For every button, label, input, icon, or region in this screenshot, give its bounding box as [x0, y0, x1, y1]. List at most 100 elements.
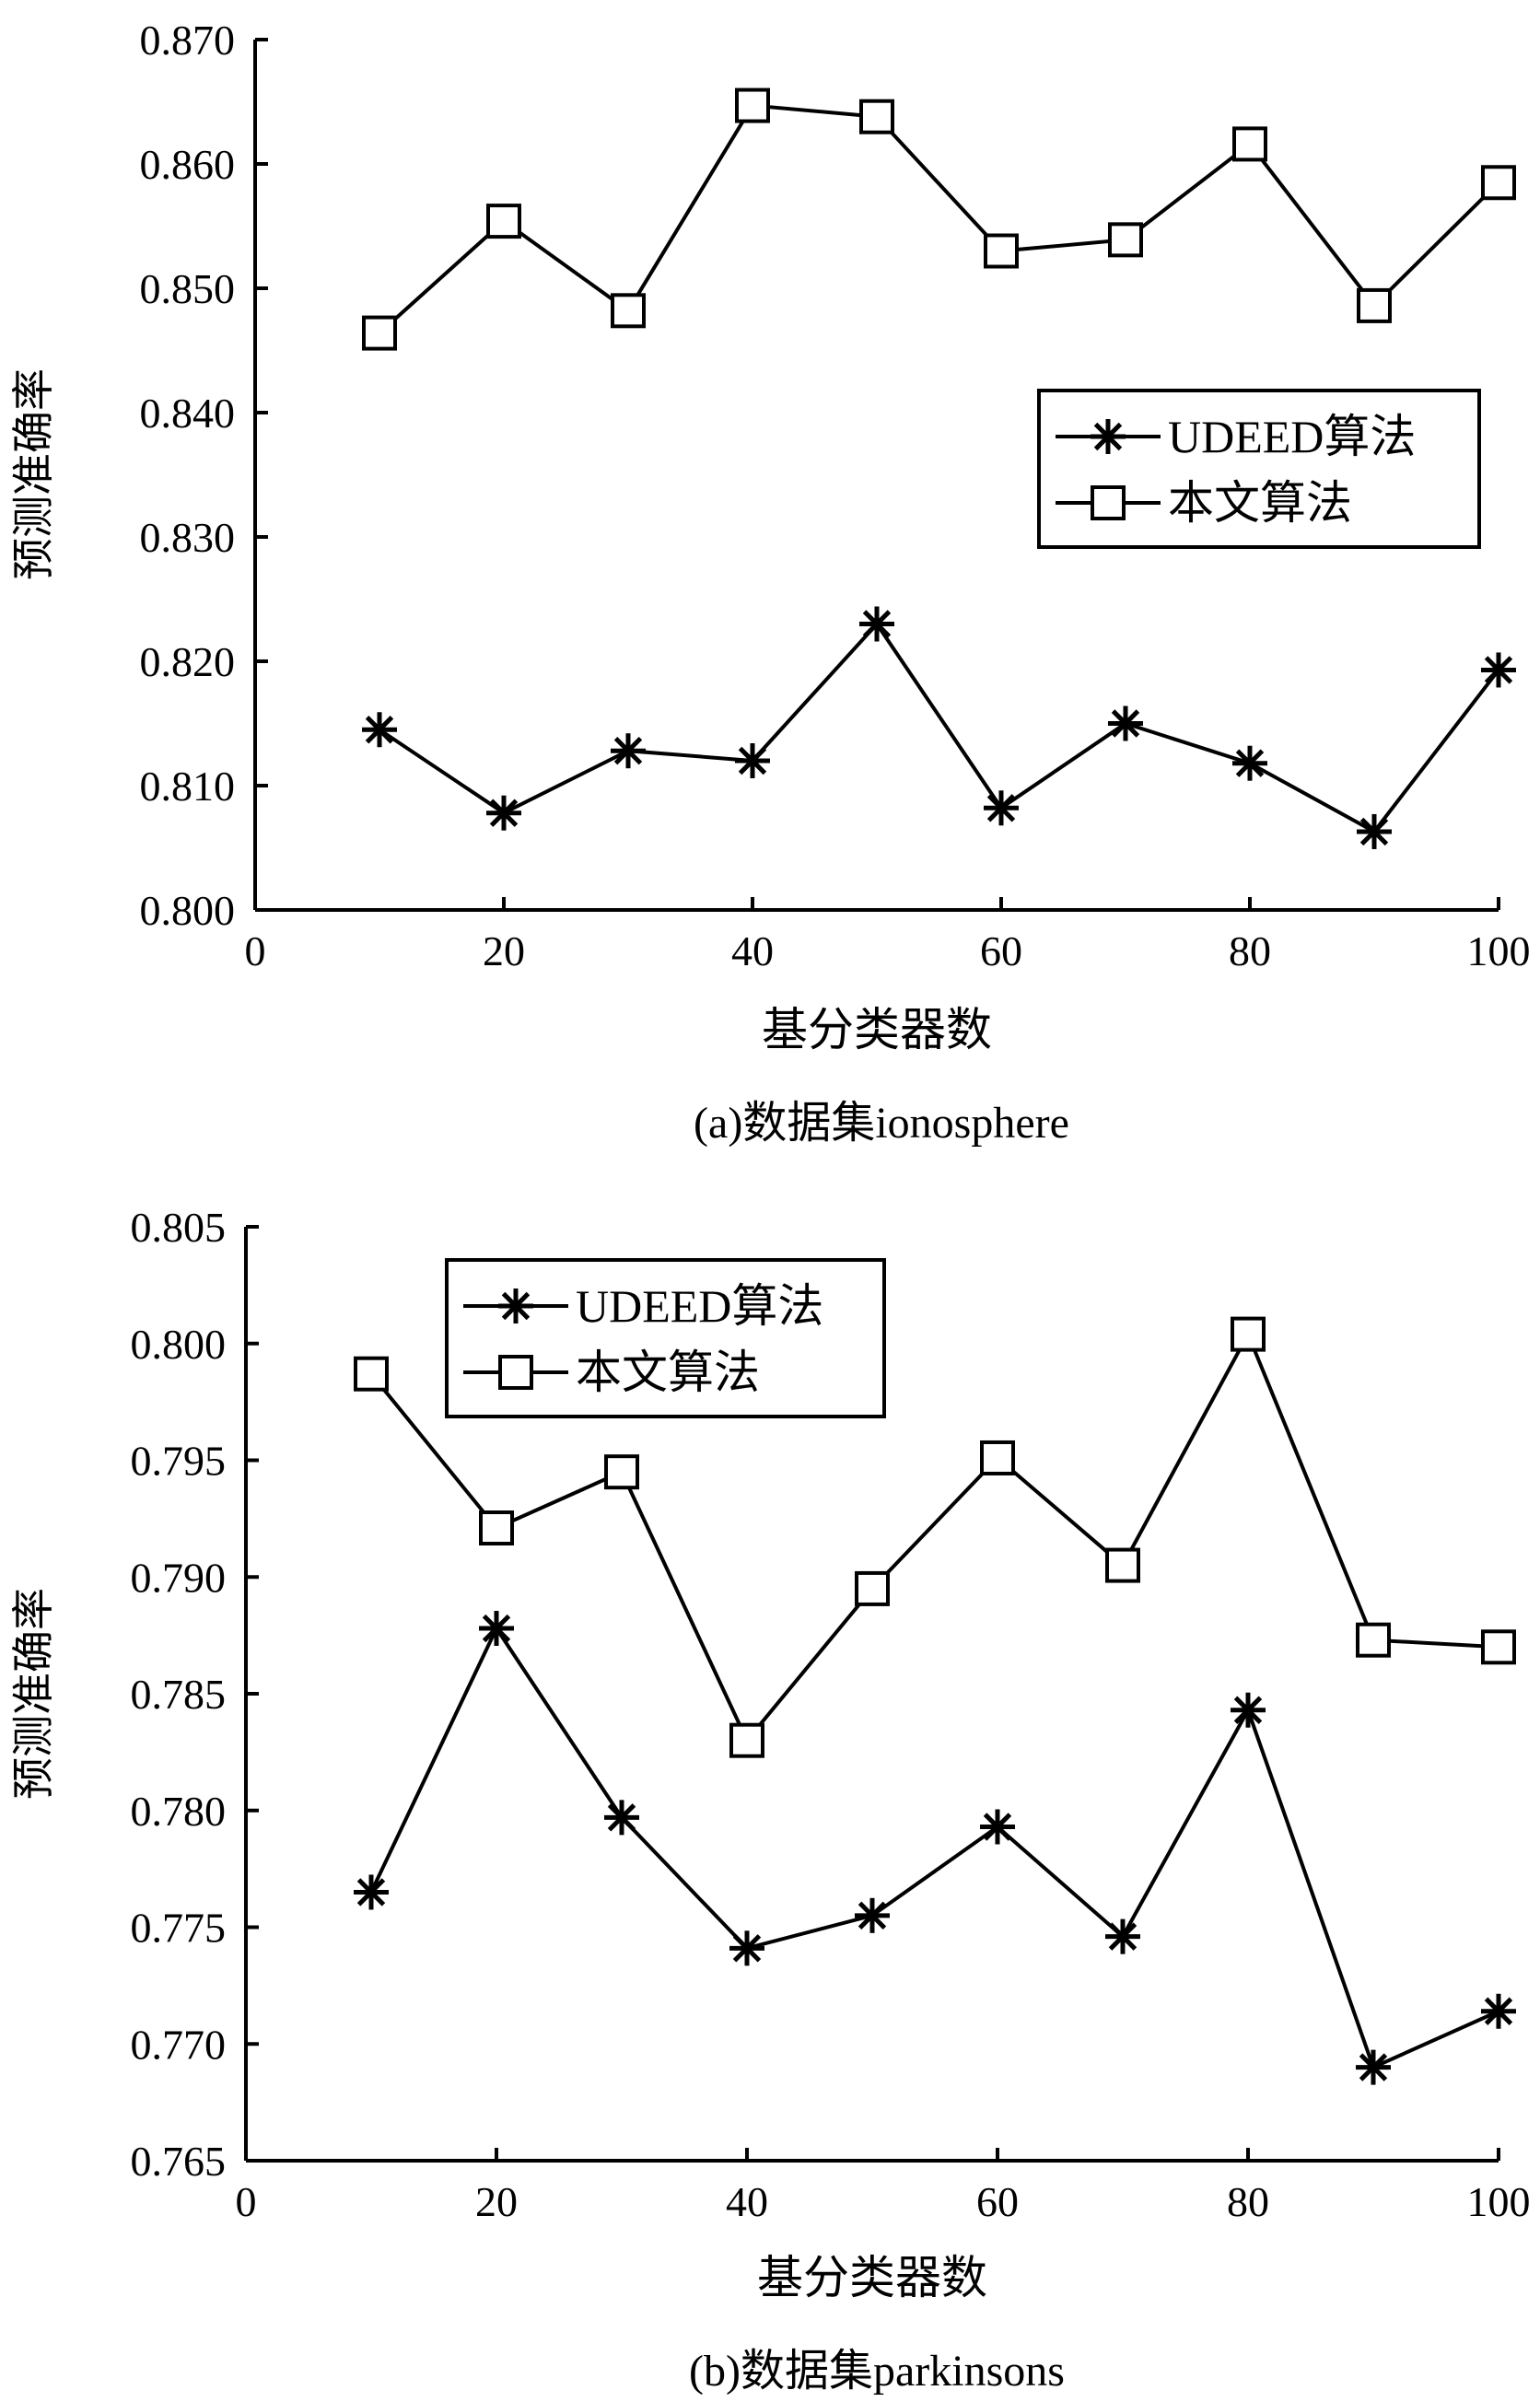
data-point-asterisk	[1105, 1918, 1140, 1954]
legend-marker-square	[498, 1355, 533, 1390]
data-point-square	[604, 1454, 639, 1490]
data-point-asterisk	[1232, 745, 1267, 781]
data-point-asterisk-stroke	[356, 1878, 386, 1906]
data-point-asterisk-stroke	[1484, 1997, 1513, 2025]
data-point-square	[1481, 165, 1516, 201]
data-point-asterisk-stroke	[1111, 709, 1140, 738]
data-point-asterisk-stroke	[1484, 656, 1513, 684]
data-point-asterisk	[362, 712, 397, 748]
data-point-asterisk	[1108, 705, 1143, 741]
data-point-square	[611, 293, 646, 329]
data-point-square	[1105, 1547, 1140, 1583]
data-point-asterisk	[984, 790, 1019, 826]
x-tick-label: 100	[1467, 927, 1531, 974]
x-tick-label: 80	[1229, 927, 1271, 974]
y-tick-label: 0.795	[131, 1438, 227, 1485]
x-tick-label: 20	[483, 927, 525, 974]
legend-label: 本文算法	[576, 1347, 760, 1398]
y-axis-label: 预测准确率	[10, 368, 57, 580]
data-point-asterisk-stroke	[482, 1614, 511, 1643]
data-point-asterisk-stroke	[738, 746, 767, 775]
legend-item: 本文算法	[1056, 477, 1352, 529]
legend-label: UDEED算法	[576, 1280, 823, 1332]
x-tick-label: 0	[236, 2178, 257, 2225]
series-proposed	[354, 1316, 1516, 1758]
data-point-asterisk-stroke	[1233, 1696, 1263, 1724]
series-udeed	[354, 1611, 1516, 2085]
x-tick-label: 60	[976, 2178, 1019, 2225]
data-point-square	[729, 1722, 764, 1758]
data-point-asterisk-stroke	[1359, 817, 1389, 846]
y-tick-label: 0.840	[140, 390, 236, 437]
data-point-square	[1357, 287, 1392, 323]
data-point-asterisk-stroke	[732, 1934, 762, 1963]
data-point-asterisk-stroke	[1108, 1922, 1138, 1951]
data-point-asterisk-stroke	[862, 610, 892, 638]
series-line	[378, 103, 1500, 335]
data-point-square	[980, 1440, 1015, 1475]
data-point-square	[859, 99, 894, 134]
data-point-square	[855, 1570, 890, 1606]
data-point-square	[1108, 222, 1143, 258]
y-tick-label: 0.820	[140, 638, 236, 685]
legend-marker-square	[1091, 485, 1126, 520]
x-tick-label: 60	[980, 927, 1022, 974]
series-proposed	[362, 87, 1516, 351]
data-point-square	[984, 233, 1019, 269]
legend-marker-asterisk	[498, 1288, 533, 1323]
data-point-asterisk	[611, 733, 646, 769]
x-tick-label: 40	[726, 2178, 768, 2225]
data-point-square	[735, 87, 770, 123]
y-tick-label: 0.785	[131, 1671, 227, 1718]
chart-caption: (a)数据集ionosphere	[694, 1099, 1069, 1148]
y-tick-label: 0.800	[131, 1321, 227, 1368]
data-point-asterisk	[1357, 813, 1392, 849]
data-point-square	[354, 1356, 389, 1392]
legend-label: 本文算法	[1168, 477, 1352, 529]
y-tick-label: 0.850	[140, 265, 236, 312]
data-point-square	[1232, 126, 1267, 162]
legend-item: UDEED算法	[463, 1280, 823, 1332]
data-point-asterisk	[1356, 2049, 1391, 2085]
series-line	[378, 621, 1500, 834]
data-point-square	[479, 1510, 514, 1546]
data-point-asterisk-stroke	[858, 1901, 887, 1930]
x-tick-label: 40	[731, 927, 774, 974]
y-tick-label: 0.830	[140, 514, 236, 561]
x-tick-label: 20	[475, 2178, 518, 2225]
series-line	[369, 1624, 1499, 2070]
data-point-square	[1356, 1622, 1391, 1658]
x-tick-label: 0	[245, 927, 266, 974]
chart-a: 0.800 0.810 0.820 0.830 0.840 0.850 0.860 0.870…	[10, 17, 1531, 1148]
series-line	[369, 1329, 1499, 1744]
data-point-square	[486, 204, 521, 239]
y-tick-label: 0.870	[140, 17, 236, 64]
data-point-asterisk-stroke	[1235, 749, 1265, 777]
y-axis-label: 预测准确率	[10, 1588, 57, 1800]
legend-item: 本文算法	[463, 1347, 760, 1398]
y-tick-label: 0.770	[131, 2021, 227, 2068]
x-tick-label: 100	[1467, 2178, 1531, 2225]
data-point-asterisk-stroke	[365, 716, 394, 744]
data-point-asterisk-stroke	[1359, 2053, 1388, 2081]
data-point-square	[1231, 1316, 1266, 1352]
data-point-asterisk	[855, 1897, 890, 1933]
x-axis-label: 基分类器数	[757, 2252, 987, 2303]
chart-b: 0.765 0.770 0.775 0.780 0.785 0.790 0.795 0.800…	[10, 1204, 1531, 2396]
data-point-asterisk	[486, 795, 521, 831]
legend-marker-asterisk	[1091, 419, 1126, 454]
y-tick-label: 0.790	[131, 1554, 227, 1601]
y-tick-label: 0.860	[140, 141, 236, 188]
data-point-asterisk	[604, 1800, 639, 1836]
data-point-square	[1481, 1629, 1516, 1665]
data-point-asterisk-stroke	[986, 794, 1016, 822]
data-point-asterisk	[1481, 652, 1516, 688]
data-point-square	[362, 315, 397, 351]
legend-label: UDEED算法	[1168, 411, 1416, 462]
data-point-asterisk	[354, 1874, 389, 1910]
x-tick-label: 80	[1227, 2178, 1269, 2225]
y-tick-label: 0.765	[131, 2138, 227, 2185]
series-udeed	[362, 606, 1516, 849]
